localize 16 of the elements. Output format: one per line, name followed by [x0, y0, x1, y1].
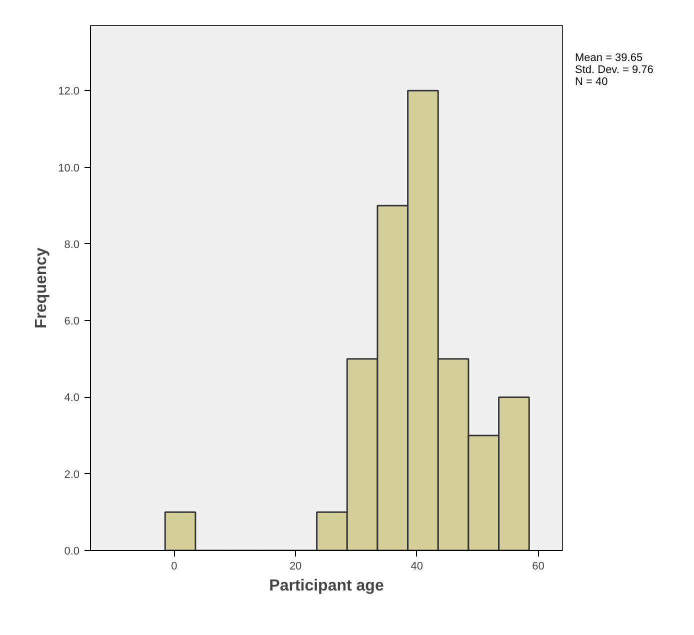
- text: Mean = 39.65: [575, 52, 643, 64]
- y-tick-label: 0.0: [64, 546, 80, 558]
- x-tick-label: 0: [171, 560, 178, 572]
- x-tick-label: 60: [532, 560, 544, 572]
- x-axis-title: Participant age: [269, 578, 384, 594]
- y-tick-label: 6.0: [64, 316, 80, 328]
- y-tick-label: 12.0: [58, 86, 80, 98]
- x-tick-label: 40: [410, 560, 424, 572]
- y-tick-label: 10.0: [58, 162, 80, 174]
- y-tick-label: 4.0: [64, 392, 80, 404]
- x-tick-label: 20: [289, 560, 302, 572]
- y-tick-label: 2.0: [64, 468, 80, 481]
- text: Std. Dev. = 9.76: [575, 64, 654, 76]
- text: N = 40: [575, 76, 608, 88]
- y-tick-label: 8.0: [64, 238, 80, 251]
- y-axis-title: Frequency: [33, 247, 50, 328]
